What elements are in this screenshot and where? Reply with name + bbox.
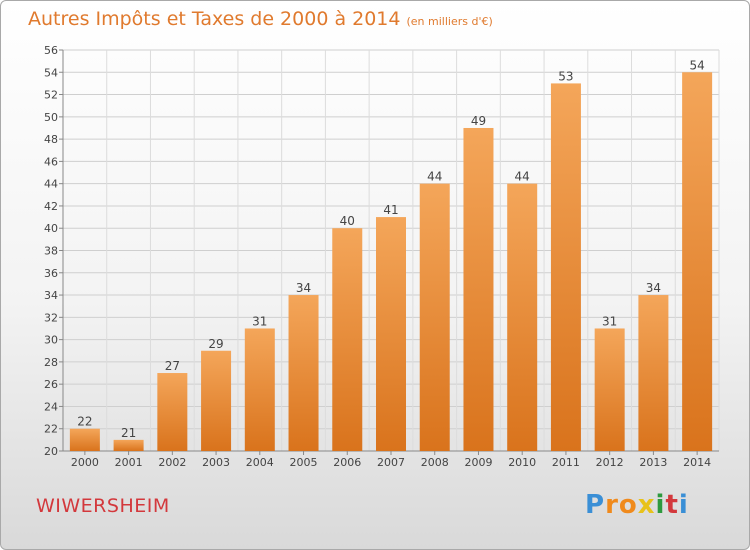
y-tick-label: 42 (44, 200, 58, 213)
x-tick-label: 2009 (464, 456, 492, 469)
bar (113, 439, 144, 451)
bar (682, 72, 713, 452)
value-label: 31 (252, 314, 267, 328)
y-tick-label: 48 (44, 133, 58, 146)
x-tick-label: 2008 (421, 456, 449, 469)
value-label: 49 (471, 114, 486, 128)
logo-letter: t (665, 490, 679, 520)
bar (638, 295, 669, 451)
x-tick-label: 2004 (246, 456, 274, 469)
value-label: 44 (515, 170, 530, 184)
bar (507, 183, 538, 451)
value-label: 34 (646, 281, 661, 295)
bar (288, 295, 319, 451)
bars (69, 72, 713, 452)
x-tick-label: 2007 (377, 456, 405, 469)
chart-title: Autres Impôts et Taxes de 2000 à 2014 (en… (28, 8, 493, 30)
bar (594, 328, 625, 451)
chart-title-text: Autres Impôts et Taxes de 2000 à 2014 (28, 8, 401, 30)
bar (376, 217, 406, 451)
bar (157, 373, 188, 451)
logo-letter: o (618, 490, 638, 520)
y-tick-label: 56 (44, 44, 58, 57)
value-label: 54 (689, 58, 704, 72)
value-label: 40 (340, 214, 355, 228)
y-tick-label: 34 (44, 289, 58, 302)
y-tick-label: 50 (44, 111, 58, 124)
y-tick-label: 28 (44, 356, 58, 369)
x-tick-label: 2010 (508, 456, 536, 469)
bar (201, 350, 232, 451)
bar (550, 83, 581, 452)
bar (463, 127, 494, 451)
x-tick-label: 2006 (333, 456, 361, 469)
value-label: 27 (165, 359, 180, 373)
y-tick-label: 52 (44, 89, 58, 102)
value-label: 41 (383, 203, 398, 217)
logo-letter: r (605, 490, 619, 520)
value-label: 34 (296, 281, 311, 295)
x-tick-label: 2003 (202, 456, 230, 469)
y-tick-label: 22 (44, 423, 58, 436)
y-tick-label: 24 (44, 400, 58, 413)
y-tick-label: 32 (44, 311, 58, 324)
bar (419, 183, 450, 451)
x-tick-label: 2014 (683, 456, 711, 469)
y-tick-label: 26 (44, 378, 58, 391)
logo-letter: i (678, 490, 689, 520)
y-tick-label: 20 (44, 445, 58, 458)
y-tick-label: 36 (44, 267, 58, 280)
x-tick-label: 2001 (115, 456, 143, 469)
x-tick-label: 2012 (596, 456, 624, 469)
chart-subtitle: (en milliers d'€) (406, 15, 493, 28)
y-tick-label: 54 (44, 66, 58, 79)
logo-letter: P (585, 490, 606, 520)
y-tick-label: 30 (44, 334, 58, 347)
value-label: 22 (77, 415, 92, 429)
y-tick-label: 44 (44, 178, 58, 191)
bar (69, 428, 100, 451)
y-tick-label: 38 (44, 245, 58, 258)
x-tick-label: 2013 (639, 456, 667, 469)
x-tick-label: 2000 (71, 456, 99, 469)
logo-letter: x (637, 490, 656, 520)
y-tick-label: 46 (44, 155, 58, 168)
value-label: 53 (558, 69, 573, 83)
value-label: 31 (602, 314, 617, 328)
proxiti-logo[interactable]: Proxiti (585, 490, 689, 520)
value-label: 21 (121, 426, 136, 440)
value-label: 44 (427, 170, 442, 184)
labels: 20 22 24 26 28 30 32 34 36 38 40 42 44 46 48 50 52 54 56 22… (44, 44, 711, 469)
value-label: 29 (208, 337, 223, 351)
x-tick-label: 2011 (552, 456, 580, 469)
bar (244, 328, 275, 451)
y-tick-label: 40 (44, 222, 58, 235)
city-name: WIWERSHEIM (36, 495, 170, 517)
x-tick-label: 2002 (158, 456, 186, 469)
bar (332, 228, 363, 451)
x-tick-label: 2005 (290, 456, 318, 469)
logo-letter: i (655, 490, 666, 520)
